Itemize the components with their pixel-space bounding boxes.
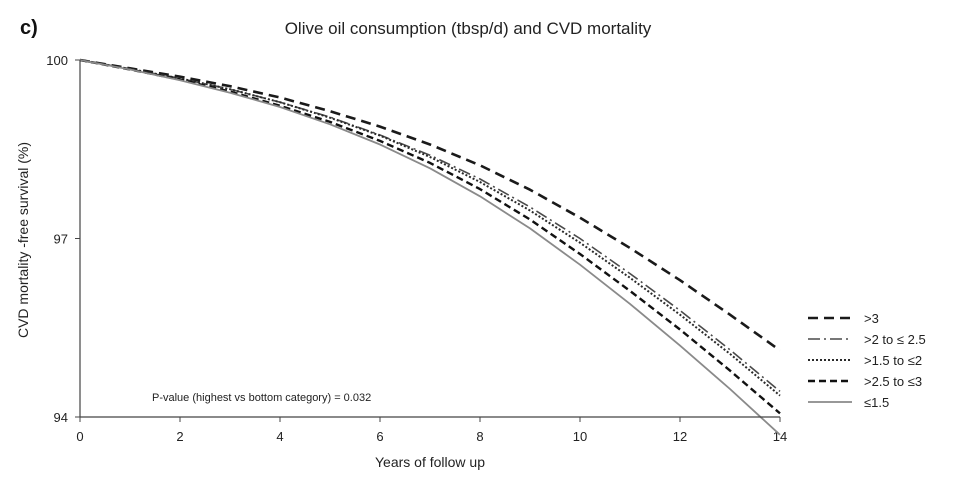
panel-label: c) <box>20 17 38 39</box>
chart-title: Olive oil consumption (tbsp/d) and CVD m… <box>285 19 652 38</box>
x-tick-label: 6 <box>376 429 383 444</box>
y-tick-label: 97 <box>54 232 68 247</box>
series-layer <box>79 58 781 436</box>
legend: >3 >2 to ≤ 2.5 >1.5 to ≤2 >2.5 to ≤3 ≤1.5 <box>808 311 926 410</box>
legend-label: >2.5 to ≤3 <box>864 374 922 389</box>
y-tick-label: 100 <box>46 53 68 68</box>
x-tick-label: 8 <box>476 429 483 444</box>
y-axis-label: CVD mortality -free survival (%) <box>15 142 31 338</box>
x-tick-label: 0 <box>76 429 83 444</box>
x-axis-label: Years of follow up <box>375 454 485 470</box>
x-tick-label: 2 <box>176 429 183 444</box>
series-line-2 <box>79 59 781 393</box>
legend-label: >2 to ≤ 2.5 <box>864 332 926 347</box>
x-tick-label: 14 <box>773 429 787 444</box>
series-line-1 <box>79 58 781 352</box>
x-tick-label: 10 <box>573 429 587 444</box>
y-tick-label: 94 <box>54 410 68 425</box>
legend-label: ≤1.5 <box>864 395 889 410</box>
x-axis-ticks: 0 2 4 6 8 10 12 14 <box>76 417 787 444</box>
series-line-5 <box>79 59 781 436</box>
legend-label: >1.5 to ≤2 <box>864 353 922 368</box>
p-value-annotation: P-value (highest vs bottom category) = 0… <box>152 392 371 404</box>
x-tick-label: 4 <box>276 429 283 444</box>
x-tick-label: 12 <box>673 429 687 444</box>
y-axis-ticks: 94 97 100 <box>46 53 80 425</box>
series-line-4 <box>79 58 781 415</box>
legend-label: >3 <box>864 311 879 326</box>
series-line-3 <box>79 59 781 397</box>
